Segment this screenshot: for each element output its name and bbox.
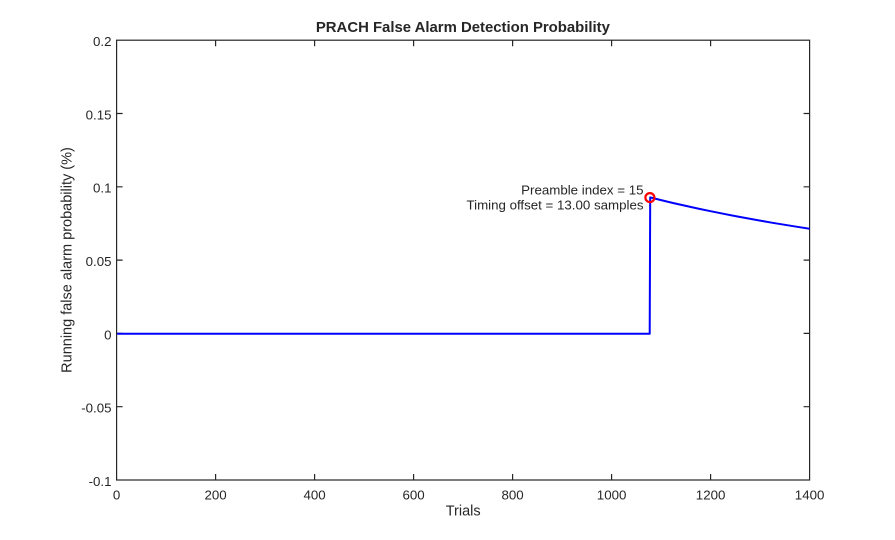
svg-text:200: 200 bbox=[205, 488, 227, 503]
svg-text:-0.05: -0.05 bbox=[81, 401, 111, 416]
svg-text:Timing offset = 13.00 samples: Timing offset = 13.00 samples bbox=[466, 198, 643, 213]
svg-text:800: 800 bbox=[502, 488, 524, 503]
svg-text:Preamble index = 15: Preamble index = 15 bbox=[521, 182, 643, 197]
svg-text:0: 0 bbox=[104, 327, 111, 342]
svg-text:0.15: 0.15 bbox=[86, 107, 112, 122]
svg-text:1400: 1400 bbox=[795, 488, 825, 503]
svg-text:-0.1: -0.1 bbox=[89, 474, 112, 489]
svg-text:Running false alarm probabilit: Running false alarm probability (%) bbox=[60, 147, 76, 373]
svg-text:0.1: 0.1 bbox=[93, 181, 112, 196]
svg-text:1000: 1000 bbox=[597, 488, 627, 503]
svg-text:1200: 1200 bbox=[696, 488, 726, 503]
svg-text:600: 600 bbox=[403, 488, 425, 503]
svg-text:0: 0 bbox=[113, 488, 120, 503]
svg-text:400: 400 bbox=[304, 488, 326, 503]
svg-text:Trials: Trials bbox=[446, 504, 481, 520]
svg-text:0.05: 0.05 bbox=[86, 254, 112, 269]
svg-text:0.2: 0.2 bbox=[93, 34, 112, 49]
svg-text:PRACH False Alarm Detection Pr: PRACH False Alarm Detection Probability bbox=[316, 20, 611, 36]
